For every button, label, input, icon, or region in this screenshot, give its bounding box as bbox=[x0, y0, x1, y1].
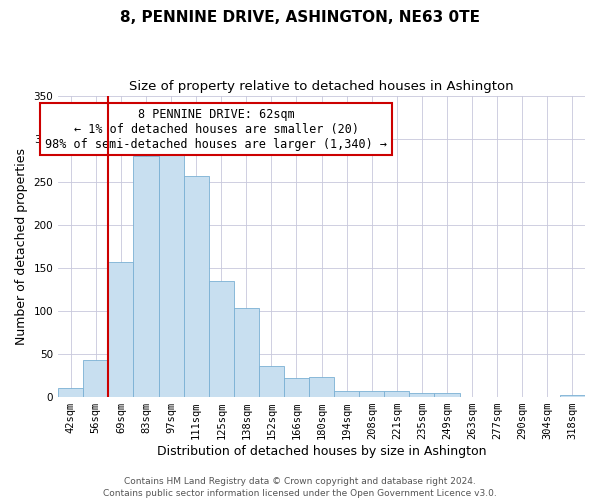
Text: Contains HM Land Registry data © Crown copyright and database right 2024.
Contai: Contains HM Land Registry data © Crown c… bbox=[103, 476, 497, 498]
Bar bbox=[58, 388, 83, 396]
Bar bbox=[434, 393, 460, 396]
Bar bbox=[309, 377, 334, 396]
Bar bbox=[284, 378, 309, 396]
Text: 8, PENNINE DRIVE, ASHINGTON, NE63 0TE: 8, PENNINE DRIVE, ASHINGTON, NE63 0TE bbox=[120, 10, 480, 25]
Bar bbox=[234, 308, 259, 396]
Bar bbox=[560, 395, 585, 396]
Bar bbox=[184, 176, 209, 396]
Bar bbox=[334, 390, 359, 396]
X-axis label: Distribution of detached houses by size in Ashington: Distribution of detached houses by size … bbox=[157, 444, 487, 458]
Bar bbox=[359, 390, 385, 396]
Bar bbox=[109, 262, 133, 396]
Bar bbox=[259, 366, 284, 396]
Bar bbox=[385, 390, 409, 396]
Title: Size of property relative to detached houses in Ashington: Size of property relative to detached ho… bbox=[129, 80, 514, 93]
Bar bbox=[158, 154, 184, 396]
Bar bbox=[409, 393, 434, 396]
Y-axis label: Number of detached properties: Number of detached properties bbox=[15, 148, 28, 344]
Bar bbox=[83, 360, 109, 396]
Bar bbox=[209, 282, 234, 397]
Bar bbox=[133, 156, 158, 396]
Text: 8 PENNINE DRIVE: 62sqm
← 1% of detached houses are smaller (20)
98% of semi-deta: 8 PENNINE DRIVE: 62sqm ← 1% of detached … bbox=[45, 108, 387, 150]
